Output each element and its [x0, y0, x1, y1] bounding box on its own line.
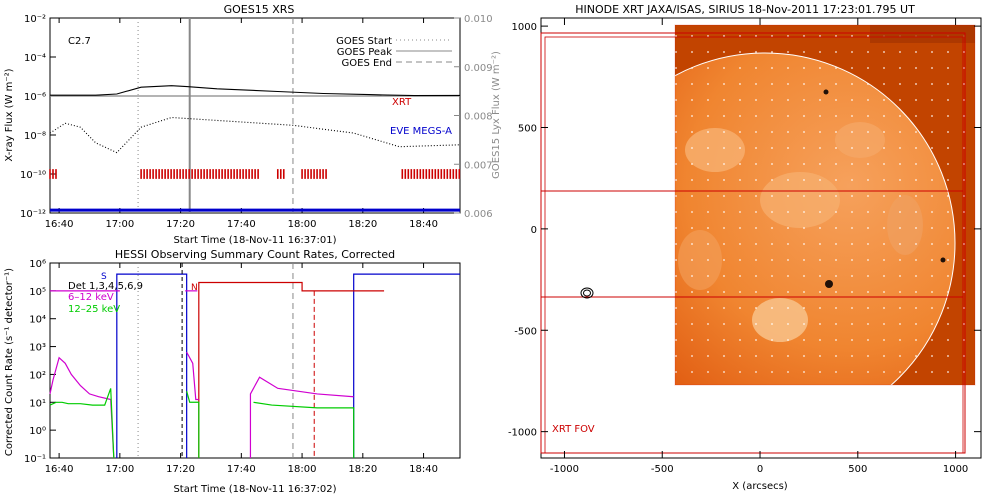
hessi-y-tick-label: 10⁴	[29, 315, 46, 326]
night-flag: N	[191, 283, 198, 293]
hessi-x-tick-label: 17:20	[166, 464, 195, 475]
xrt-title: HINODE XRT JAXA/ISAS, SIRIUS 18-Nov-2011…	[575, 3, 915, 16]
contour-inner	[583, 289, 591, 297]
goes-y2label: GOES15 Lyx Flux (W m⁻²)	[491, 51, 502, 179]
hessi-high-series-3	[253, 401, 355, 458]
goes-short-series	[49, 116, 461, 154]
xrt-x-tick-label: -1000	[550, 464, 579, 475]
saa-flag-line-2	[353, 273, 460, 458]
legend-goes-start: GOES Start	[336, 36, 392, 47]
xrt-panel: HINODE XRT JAXA/ISAS, SIRIUS 18-Nov-2011…	[508, 3, 982, 492]
hessi-legend-high: 12–25 keV	[68, 304, 120, 315]
xrt-label: XRT	[392, 97, 412, 108]
saa-flag: S	[101, 272, 107, 282]
goes-x-tick-label: 17:00	[105, 219, 134, 230]
goes-x-tick-label: 17:20	[166, 219, 195, 230]
hessi-xlabel: Start Time (18-Nov-11 16:37:02)	[173, 484, 336, 495]
eve-label: EVE MEGS-A	[390, 126, 452, 137]
hessi-y-tick-label: 10²	[29, 370, 46, 381]
xrt-y-tick-label: 1000	[512, 22, 537, 33]
goes-y2-tick-label: 0.006	[464, 209, 493, 220]
hessi-x-tick-label: 16:40	[45, 464, 74, 475]
hessi-high-series	[49, 388, 115, 459]
goes-y2-tick-label: 0.009	[464, 63, 493, 74]
goes-long-series	[50, 85, 461, 97]
hessi-panel: HESSI Observing Summary Count Rates, Cor…	[4, 248, 461, 495]
goes-y-tick-label: 10⁻¹²	[20, 209, 46, 220]
goes-title: GOES15 XRS	[224, 3, 295, 16]
hessi-low-series-3	[249, 376, 354, 458]
goes-xlabel: Start Time (18-Nov-11 16:37:01)	[173, 235, 336, 246]
xrt-y-tick-label: 500	[518, 123, 537, 134]
hessi-x-tick-label: 18:40	[409, 464, 438, 475]
xrt-x-tick-label: 500	[848, 464, 867, 475]
goes-x-tick-label: 18:20	[348, 219, 377, 230]
goes-y-tick-label: 10⁻²	[24, 14, 46, 25]
saa-flag-line	[116, 273, 188, 458]
goes-x-tick-label: 16:40	[45, 219, 74, 230]
goes-plot-frame	[49, 17, 461, 214]
xrt-fov-box-inner	[544, 36, 964, 454]
hessi-y-tick-label: 10⁻¹	[24, 454, 46, 465]
legend-goes-end: GOES End	[342, 58, 392, 69]
hessi-y-tick-label: 10⁵	[29, 287, 46, 298]
night-flag-line	[198, 281, 385, 458]
goes-y2-tick-label: 0.007	[464, 160, 493, 171]
legend-goes-peak: GOES Peak	[337, 47, 392, 58]
xrt-image	[675, 25, 975, 385]
goes-y-tick-label: 10⁻¹⁰	[20, 170, 46, 181]
goes-ylabel: X-ray Flux (W m⁻²)	[4, 68, 15, 161]
hessi-y-tick-label: 10¹	[29, 398, 46, 409]
hessi-x-tick-label: 18:20	[348, 464, 377, 475]
goes-x-tick-label: 18:00	[288, 219, 317, 230]
xrt-x-tick-label: 1000	[943, 464, 968, 475]
goes-y2-tick-label: 0.008	[464, 112, 493, 123]
goes-class-annotation: C2.7	[68, 36, 91, 47]
xrt-xlabel: X (arcsecs)	[732, 481, 788, 492]
goes-x-tick-label: 18:40	[409, 219, 438, 230]
goes-y2-tick-label: 0.010	[464, 14, 493, 25]
hessi-high-series-2	[186, 390, 200, 458]
hessi-plot-frame	[49, 262, 461, 459]
contour-outer	[580, 287, 594, 299]
hessi-y-tick-label: 10⁶	[29, 259, 46, 270]
xrt-x-tick-label: 0	[757, 464, 763, 475]
hessi-legend-low: 6–12 keV	[68, 292, 114, 303]
hessi-y-tick-label: 10³	[29, 343, 46, 354]
goes-y-tick-label: 10⁻⁴	[24, 53, 46, 64]
xrt-y-tick-label: 0	[531, 225, 537, 236]
goes-panel: GOES15 XRS 16:40 17:00 17:20 17:40 18:00 18:2…	[4, 3, 502, 246]
hessi-y-tick-label: 10⁰	[29, 426, 46, 437]
goes-y-tick-label: 10⁻⁶	[24, 92, 46, 103]
hessi-low-series-2	[186, 351, 199, 401]
hessi-x-tick-label: 17:40	[227, 464, 256, 475]
xrt-x-tick-label: -500	[651, 464, 674, 475]
xrt-y-tick-label: -1000	[508, 428, 537, 439]
hessi-x-tick-label: 17:00	[105, 464, 134, 475]
goes-x-tick-label: 17:40	[227, 219, 256, 230]
goes-y-tick-label: 10⁻⁸	[24, 131, 46, 142]
xrt-y-tick-label: -500	[514, 326, 537, 337]
hessi-x-tick-label: 18:00	[288, 464, 317, 475]
hessi-ylabel: Corrected Count Rate (s⁻¹ detector⁻¹)	[4, 268, 15, 456]
hessi-title: HESSI Observing Summary Count Rates, Cor…	[115, 248, 395, 261]
hessi-legend-det: Det 1,3,4,5,6,9	[68, 281, 143, 292]
xrt-fov-label: XRT FOV	[552, 424, 595, 435]
hessi-low-series	[49, 356, 115, 459]
